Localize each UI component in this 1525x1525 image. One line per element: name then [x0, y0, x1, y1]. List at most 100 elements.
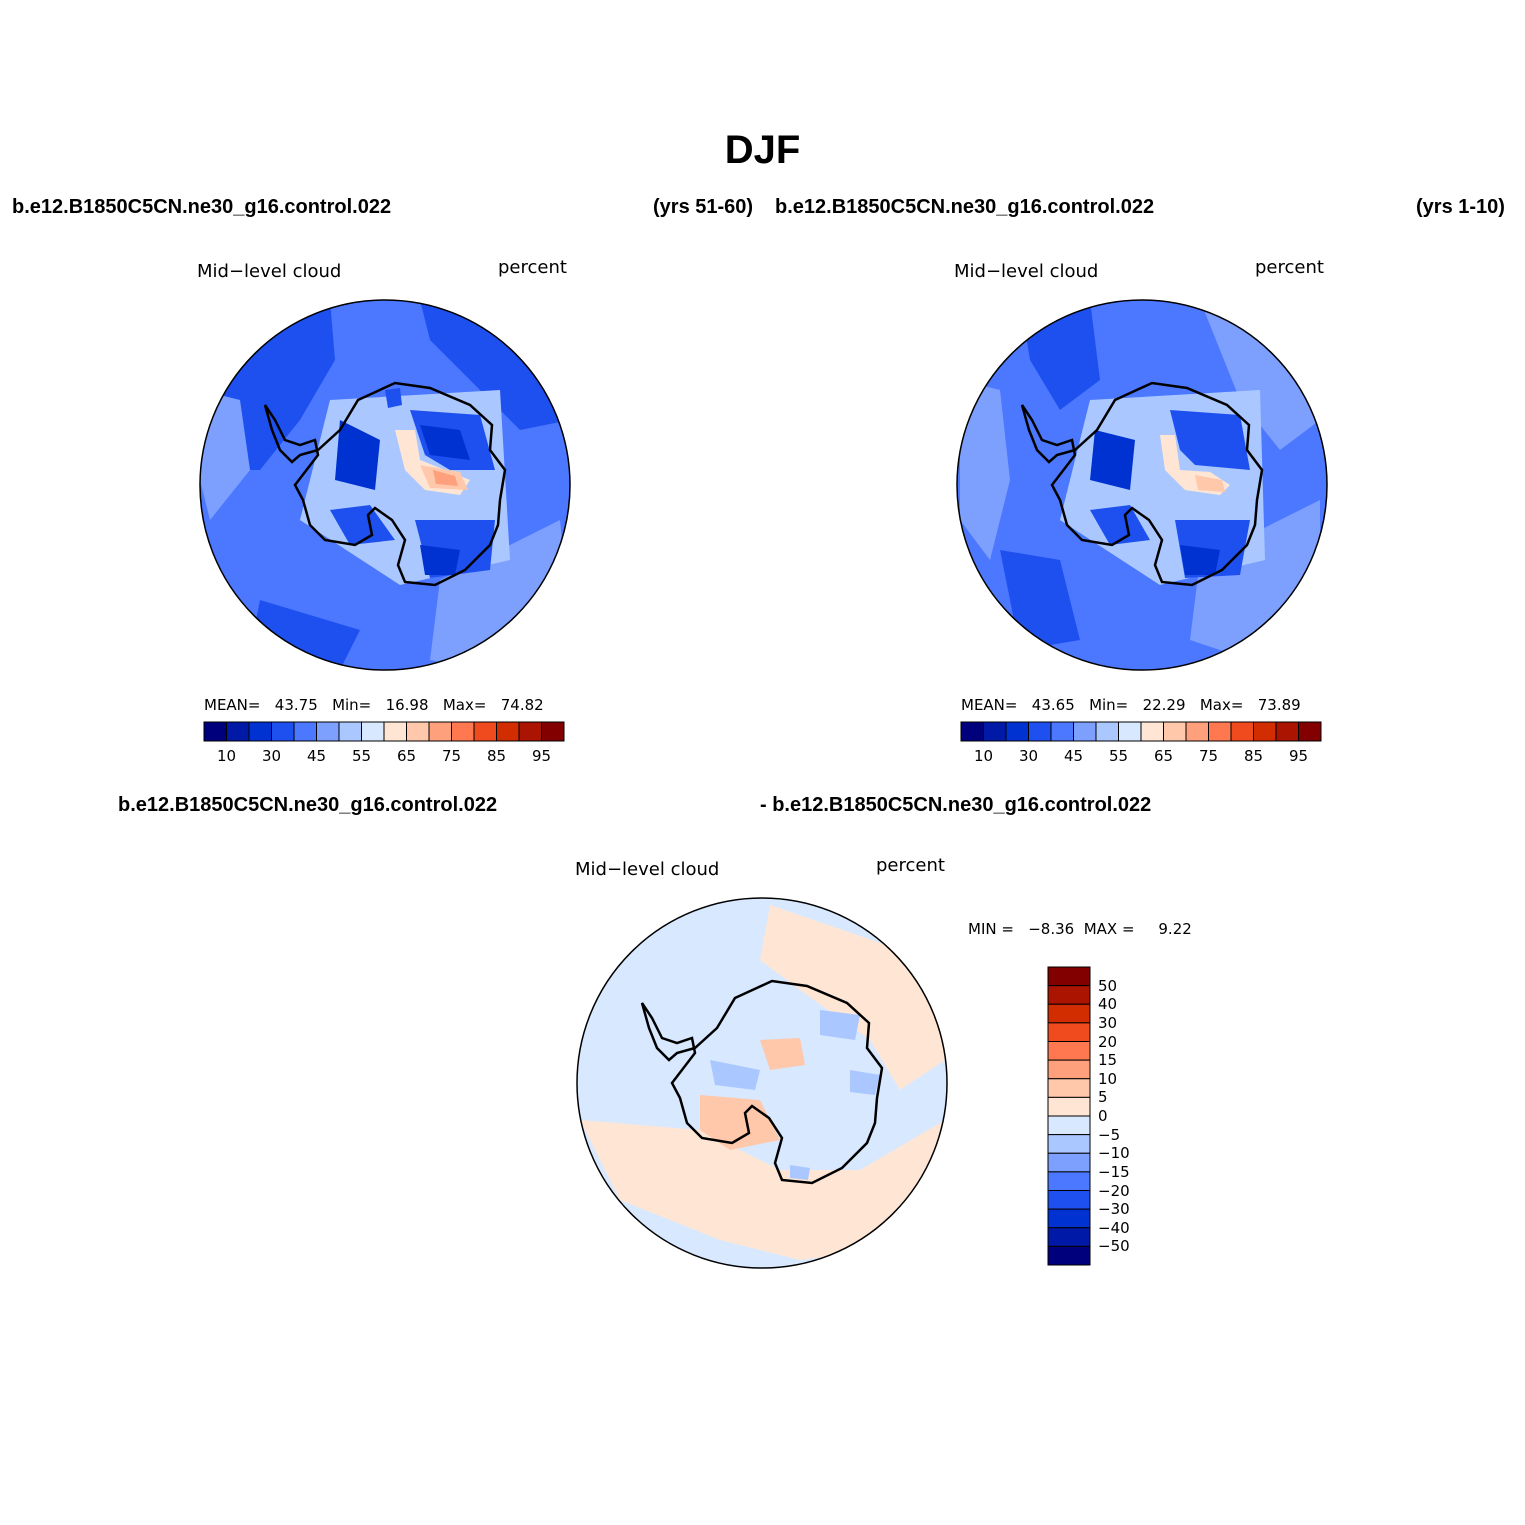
colorbar-tick-label: 95 — [1288, 747, 1309, 765]
colorbar-cell — [473, 721, 497, 742]
colorbar-cell — [428, 721, 452, 742]
colorbar-tick-label: −5 — [1098, 1125, 1121, 1144]
colorbar-cell — [203, 721, 227, 742]
colorbar-cell — [451, 721, 475, 742]
colorbar-tick-label: 10 — [216, 747, 237, 765]
case-label-top-right: b.e12.B1850C5CN.ne30_g16.control.022 — [775, 196, 1155, 218]
colorbar-cell — [1047, 966, 1091, 987]
colorbar-tick-label: 75 — [1198, 747, 1219, 765]
colorbar-cell — [1047, 1134, 1091, 1154]
colorbar-diff — [1047, 966, 1091, 1266]
colorbar-cell — [1073, 721, 1097, 742]
colorbar-cell — [960, 721, 984, 742]
colorbar-cell — [496, 721, 520, 742]
stats-diff: MIN = −8.36 MAX = 9.22 — [968, 920, 1192, 938]
stats-right: MEAN= 43.65 Min= 22.29 Max= 73.89 — [961, 696, 1301, 714]
colorbar-tick-label: 95 — [531, 747, 552, 765]
colorbar-cell — [361, 721, 385, 742]
colorbar-cell — [1095, 721, 1119, 742]
colorbar-tick-label: 75 — [441, 747, 462, 765]
colorbar-tick-label: 45 — [1063, 747, 1084, 765]
variable-label-left: Mid−level cloud — [197, 261, 342, 282]
colorbar-tick-label: 30 — [1018, 747, 1039, 765]
case-label-diff-left: b.e12.B1850C5CN.ne30_g16.control.022 — [118, 794, 498, 816]
colorbar-tick-label: 45 — [306, 747, 327, 765]
colorbar-cell — [1140, 721, 1164, 742]
colorbar-cell — [316, 721, 340, 742]
colorbar-cell — [1047, 1152, 1091, 1173]
colorbar-cell — [518, 721, 542, 742]
colorbar-tick-label: 10 — [1098, 1069, 1118, 1088]
colorbar-cell — [1047, 1115, 1091, 1136]
colorbar-cell — [293, 721, 317, 742]
colorbar-cell — [541, 721, 565, 742]
colorbar-cell — [1047, 1190, 1091, 1210]
units-label-diff: percent — [876, 855, 945, 876]
colorbar-tick-label: 55 — [1108, 747, 1129, 765]
units-label-right: percent — [1255, 257, 1324, 278]
colorbar-cell — [1047, 985, 1091, 1005]
colorbar-left — [203, 721, 565, 742]
colorbar-cell — [248, 721, 272, 742]
colorbar-tick-label: −40 — [1098, 1218, 1130, 1237]
colorbar-tick-label: 40 — [1098, 995, 1118, 1014]
variable-label-diff: Mid−level cloud — [575, 859, 720, 880]
colorbar-tick-label: 50 — [1098, 976, 1118, 995]
variable-label-right: Mid−level cloud — [954, 261, 1099, 282]
colorbar-cell — [271, 721, 295, 742]
colorbar-tick-label: 5 — [1098, 1088, 1108, 1107]
colorbar-tick-label: 55 — [351, 747, 372, 765]
colorbar-cell — [1253, 721, 1277, 742]
colorbar-tick-label: −30 — [1098, 1200, 1130, 1219]
colorbar-tick-label: −15 — [1098, 1162, 1130, 1181]
colorbar-cell — [1050, 721, 1074, 742]
antarctica-coast-diff — [640, 979, 884, 1185]
colorbar-tick-label: 30 — [1098, 1013, 1118, 1032]
colorbar-cell — [1047, 1003, 1091, 1024]
years-label-top-right: (yrs 1-10) — [1416, 196, 1505, 218]
map-left — [200, 300, 570, 670]
antarctica-coast-left — [263, 381, 507, 587]
map-diff — [577, 898, 947, 1268]
colorbar-cell — [1047, 1096, 1091, 1117]
colorbar-tick-label: 20 — [1098, 1032, 1118, 1051]
colorbar-cell — [1047, 1041, 1091, 1061]
case-label-top-left: b.e12.B1850C5CN.ne30_g16.control.022 — [12, 196, 392, 218]
colorbar-cell — [226, 721, 250, 742]
colorbar-tick-label: 85 — [486, 747, 507, 765]
colorbar-cell — [1118, 721, 1142, 742]
colorbar-cell — [1208, 721, 1232, 742]
case-label-diff-right: - b.e12.B1850C5CN.ne30_g16.control.022 — [760, 794, 1152, 816]
colorbar-cell — [383, 721, 407, 742]
stats-left: MEAN= 43.75 Min= 16.98 Max= 74.82 — [204, 696, 544, 714]
colorbar-tick-label: 65 — [1153, 747, 1174, 765]
colorbar-cell — [1275, 721, 1299, 742]
colorbar-tick-label: −50 — [1098, 1237, 1130, 1256]
colorbar-cell — [1047, 1171, 1091, 1191]
colorbar-cell — [1047, 1227, 1091, 1247]
colorbar-tick-label: 15 — [1098, 1051, 1118, 1070]
colorbar-cell — [1005, 721, 1029, 742]
antarctica-coast-right — [1020, 381, 1264, 587]
page-title: DJF — [724, 128, 801, 172]
colorbar-cell — [1047, 1245, 1091, 1266]
map-right — [957, 300, 1327, 670]
years-label-top-left: (yrs 51-60) — [653, 196, 754, 218]
colorbar-tick-label: 85 — [1243, 747, 1264, 765]
colorbar-cell — [983, 721, 1007, 742]
colorbar-cell — [1298, 721, 1322, 742]
colorbar-cell — [1047, 1022, 1091, 1042]
colorbar-tick-label: 30 — [261, 747, 282, 765]
colorbar-tick-label: 10 — [973, 747, 994, 765]
colorbar-cell — [1047, 1078, 1091, 1098]
colorbar-cell — [1047, 1208, 1091, 1229]
colorbar-right — [960, 721, 1322, 742]
colorbar-cell — [1185, 721, 1209, 742]
colorbar-cell — [1163, 721, 1187, 742]
colorbar-cell — [338, 721, 362, 742]
colorbar-cell — [1230, 721, 1254, 742]
colorbar-tick-label: 65 — [396, 747, 417, 765]
colorbar-tick-label: −10 — [1098, 1144, 1130, 1163]
colorbar-tick-label: −20 — [1098, 1181, 1130, 1200]
